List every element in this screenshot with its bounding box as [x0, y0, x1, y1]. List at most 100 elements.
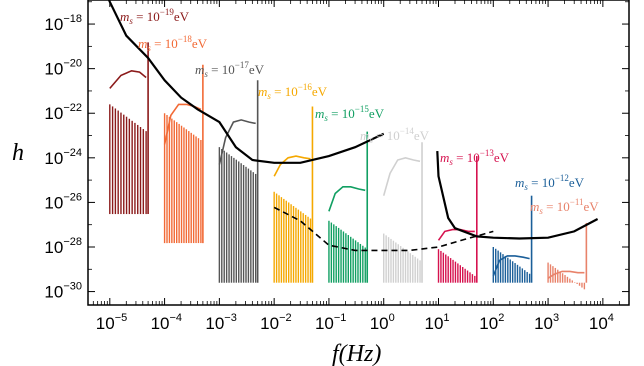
series-label-equals: = 10	[543, 199, 570, 214]
x-tick-label: 101	[425, 312, 450, 333]
x-tick-label-base: 10	[589, 314, 608, 333]
x-tick-label-base: 10	[315, 314, 334, 333]
x-axis-title-text: f(Hz)	[332, 341, 381, 366]
series-label-subscript: s	[267, 91, 271, 101]
y-tick-label-exponent: −26	[63, 191, 82, 203]
y-tick-label: 10−26	[44, 191, 82, 212]
x-tick-label-exponent: 1	[443, 312, 449, 324]
x-tick-label-exponent: −4	[170, 312, 183, 324]
series-label-unit: eV	[249, 62, 265, 77]
series-label-unit: eV	[369, 106, 385, 121]
sensitivity-curve	[107, 0, 385, 164]
series-label: ms = 10−17eV	[195, 60, 265, 79]
x-tick-label: 102	[479, 312, 504, 333]
y-tick-label: 10−20	[44, 58, 82, 79]
series-label: ms = 10−15eV	[315, 104, 385, 123]
x-tick-label: 100	[370, 312, 395, 333]
series-label-subscript: s	[204, 69, 208, 79]
series-label-equals: = 10	[328, 106, 355, 121]
series-group	[273, 106, 314, 283]
y-tick-label-base: 10	[44, 15, 63, 34]
series-label-equals: = 10	[453, 150, 480, 165]
x-tick-label-base: 10	[151, 314, 170, 333]
series-label-exponent: −19	[160, 7, 175, 17]
series-label-symbol: m	[195, 62, 204, 77]
series-label-unit: eV	[569, 175, 585, 190]
x-tick-label-exponent: 2	[498, 312, 504, 324]
x-tick-label: 10−4	[151, 312, 182, 333]
y-tick-label-exponent: −24	[63, 147, 82, 159]
sensitivity-curve	[436, 151, 599, 240]
series-label-equals: = 10	[133, 9, 160, 24]
series-label-symbol: m	[440, 150, 449, 165]
series-label-symbol: m	[315, 106, 324, 121]
x-tick-label-exponent: 4	[608, 312, 614, 324]
series-line	[547, 270, 585, 279]
x-tick-label-exponent: 0	[389, 312, 395, 324]
series-label-exponent: −16	[298, 82, 313, 92]
series-group	[163, 64, 204, 244]
y-tick-label-base: 10	[44, 60, 63, 79]
x-tick-label-exponent: −2	[279, 312, 292, 324]
series-line	[382, 156, 421, 196]
series-label-exponent: −15	[355, 104, 370, 114]
x-tick-label: 103	[534, 312, 559, 333]
series-label-subscript: s	[147, 43, 151, 53]
y-tick-label-base: 10	[44, 149, 63, 168]
y-tick-label-base: 10	[44, 283, 63, 302]
series-group	[109, 42, 149, 215]
series-label: ms = 10−16eV	[258, 82, 328, 101]
series-label-unit: eV	[414, 128, 430, 143]
series-line	[218, 119, 256, 165]
x-tick-label-base: 10	[479, 314, 498, 333]
y-tick-label-base: 10	[44, 193, 63, 212]
series-label: ms = 10−11eV	[530, 197, 599, 216]
x-tick-label: 10−3	[205, 312, 236, 333]
series-label: ms = 10−12eV	[515, 173, 585, 192]
series-label-symbol: m	[360, 128, 369, 143]
series-line	[437, 228, 475, 241]
x-tick-label-base: 10	[205, 314, 224, 333]
series-label-symbol: m	[258, 84, 267, 99]
series-label: ms = 10−14eV	[360, 126, 430, 145]
series-label-equals: = 10	[271, 84, 298, 99]
x-tick-label-base: 10	[534, 314, 553, 333]
series-label: ms = 10−18eV	[138, 34, 208, 53]
series-group	[328, 131, 369, 283]
sensitivity-curve	[273, 206, 494, 252]
series-label-symbol: m	[120, 9, 129, 24]
series-label-unit: eV	[312, 84, 328, 99]
y-tick-label: 10−24	[44, 147, 82, 168]
series-label-equals: = 10	[208, 62, 235, 77]
y-tick-label-exponent: −28	[63, 236, 82, 248]
y-tick-label-exponent: −30	[63, 281, 82, 293]
y-tick-label-base: 10	[44, 238, 63, 257]
y-tick-label-exponent: −18	[63, 13, 82, 25]
series-label-symbol: m	[138, 36, 147, 51]
x-tick-label: 104	[589, 312, 614, 333]
x-axis-title: f(Hz)	[332, 341, 381, 366]
series-label-symbol: m	[530, 199, 539, 214]
series-group	[218, 80, 259, 283]
series-label-subscript: s	[539, 206, 543, 216]
series-label-unit: eV	[584, 199, 600, 214]
series-label-subscript: s	[449, 157, 453, 167]
series-label-subscript: s	[369, 135, 373, 145]
series-label-exponent: −11	[570, 197, 584, 207]
x-tick-label-exponent: −1	[334, 312, 347, 324]
x-tick-label-base: 10	[370, 314, 389, 333]
x-tick-label-exponent: −5	[115, 312, 128, 324]
y-tick-label: 10−18	[44, 13, 82, 34]
series-label-exponent: −17	[235, 60, 250, 70]
series-label-symbol: m	[515, 175, 524, 190]
series-label-exponent: −13	[480, 148, 495, 158]
x-tick-label-base: 10	[260, 314, 279, 333]
series-label-equals: = 10	[528, 175, 555, 190]
y-tick-label: 10−28	[44, 236, 82, 257]
y-tick-label: 10−22	[44, 102, 82, 123]
x-tick-label: 10−1	[315, 312, 346, 333]
series-group	[437, 156, 478, 283]
x-tick-label: 10−2	[260, 312, 291, 333]
plot-frame	[87, 0, 630, 306]
